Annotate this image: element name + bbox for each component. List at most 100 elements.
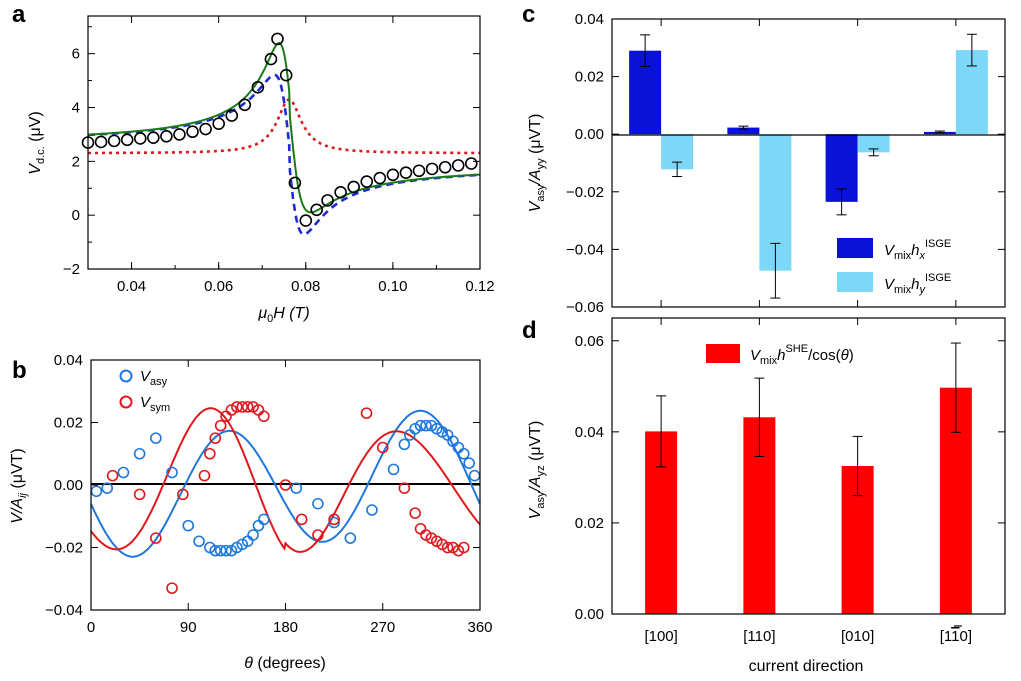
data-point-vsym <box>441 541 454 554</box>
x-tick-label-b: 0 <box>87 619 95 636</box>
legend-marker-vsym <box>119 395 133 409</box>
data-point-a <box>347 180 360 194</box>
x-tick-label-a: 0.08 <box>291 278 320 295</box>
data-point-vsym <box>328 513 340 526</box>
data-point-a <box>107 134 121 148</box>
panel-d-ylabel: Vasy/Ayz (μVT) <box>527 421 547 520</box>
y-tick-label-b: −0.02 <box>45 540 83 557</box>
panel-b-xlabel: θ (degrees) <box>244 655 326 672</box>
sym-fit-curve <box>90 407 481 553</box>
data-point-vasy <box>463 457 475 469</box>
panel-a-ylabel: Vd.c. (μV) <box>27 111 47 174</box>
panel-a-xlabel: μ0H (T) <box>257 305 309 325</box>
data-point-a <box>373 171 387 185</box>
data-point-a <box>238 98 252 112</box>
category-label: [110] <box>743 628 775 645</box>
data-point-vasy <box>457 447 470 460</box>
panel-b: 0 90 180 270 360 −0.04 −0.02 0.00 0.02 0.04 Vasy … <box>9 352 493 672</box>
data-point-vsym <box>409 507 421 519</box>
data-point-vasy <box>166 466 178 479</box>
panel-d-ticks: 0.00 0.02 0.04 0.06 <box>575 318 1005 623</box>
data-point-vsym <box>360 407 373 419</box>
data-point-a <box>412 164 426 178</box>
data-point-vsym <box>214 419 227 432</box>
bar-c-s1 <box>857 134 890 153</box>
data-point-a <box>271 32 284 46</box>
panel-c-ylabel: Vasy/Ayy (μVT) <box>527 114 547 213</box>
antisymmetric-curve <box>88 73 480 236</box>
data-point-vasy <box>214 544 227 557</box>
y-tick-label-a: 0 <box>72 207 80 224</box>
legend-label-she: VmixhSHE/cos(θ) <box>750 343 854 367</box>
data-point-vsym <box>398 482 411 494</box>
data-point-a <box>399 166 413 179</box>
data-point-vasy <box>252 519 265 532</box>
data-point-a <box>299 214 313 227</box>
data-point-a <box>173 128 186 141</box>
panel-label-d: d <box>522 317 537 344</box>
panel-a-frame <box>87 15 481 270</box>
y-tick-label-a: 4 <box>72 100 80 117</box>
data-point-vasy <box>220 544 232 557</box>
x-tick-label-a: 0.04 <box>117 278 146 295</box>
y-tick-label-a: −2 <box>63 261 80 278</box>
category-label: [110] <box>940 628 972 645</box>
panel-a: 0.04 0.06 0.08 0.10 0.12 −2 0 2 4 6 μ0H (T) Vd.c.… <box>27 15 495 325</box>
data-point-a <box>225 109 239 122</box>
data-point-vasy <box>193 535 205 548</box>
panel-d-bars <box>645 342 972 614</box>
x-tick-label-a: 0.12 <box>465 278 494 295</box>
data-point-vasy <box>387 463 400 476</box>
data-point-vasy <box>101 482 114 494</box>
panel-b-points <box>90 401 481 594</box>
data-point-vsym <box>166 582 178 594</box>
y-tick-label: 0.00 <box>575 606 604 623</box>
data-point-a <box>186 125 199 139</box>
panel-label-b: b <box>12 357 27 384</box>
data-point-vasy <box>398 438 411 451</box>
data-point-a <box>133 132 147 145</box>
y-tick-label-b: 0.02 <box>54 415 83 432</box>
data-point-vasy <box>182 519 195 532</box>
legend-label-hx: VmixhxISGE <box>884 238 951 262</box>
data-point-vsym <box>198 469 211 482</box>
fit-total-curve <box>88 42 480 214</box>
y-tick-label: 0.04 <box>575 11 604 28</box>
y-tick-label: −0.04 <box>566 241 604 258</box>
data-point-vasy <box>290 482 303 494</box>
y-tick-label-a: 2 <box>72 153 80 170</box>
data-point-a <box>451 159 465 172</box>
x-tick-label-a: 0.06 <box>204 278 233 295</box>
data-point-vsym <box>295 513 308 526</box>
y-tick-label-b: −0.04 <box>45 602 83 619</box>
panel-c-legend: VmixhxISGE VmixhyISGE <box>837 238 951 296</box>
panel-c-bars <box>629 33 988 299</box>
x-tick-label-b: 180 <box>273 619 298 636</box>
data-point-vsym <box>133 488 146 501</box>
legend-swatch-hx <box>837 238 873 258</box>
panel-d-frame <box>611 317 1006 615</box>
y-tick-label-a: 6 <box>72 46 80 63</box>
data-point-vasy <box>344 532 357 544</box>
y-tick-label: 0.02 <box>575 69 604 86</box>
y-tick-label: 0.04 <box>575 424 604 441</box>
x-tick-label-a: 0.10 <box>378 278 407 295</box>
data-point-vasy <box>468 469 481 482</box>
y-tick-label: 0.02 <box>575 515 604 532</box>
data-point-vasy <box>414 419 427 432</box>
x-tick-label-b: 360 <box>467 619 492 636</box>
y-tick-label: 0.00 <box>575 126 604 143</box>
data-point-a <box>334 185 347 199</box>
data-point-vsym <box>106 469 119 482</box>
panel-label-a: a <box>12 1 26 28</box>
y-tick-label-b: 0.04 <box>54 352 83 369</box>
panel-label-c: c <box>522 1 535 28</box>
data-point-vasy <box>366 504 378 516</box>
data-point-vsym <box>209 432 222 444</box>
legend-swatch-she <box>706 344 740 363</box>
category-label: [100] <box>644 628 677 645</box>
panel-d: 0.000.020.040.06 VmixhSHE/cos(θ) [100] [1… <box>527 317 1006 675</box>
panel-d-legend: VmixhSHE/cos(θ) <box>706 343 854 367</box>
data-point-a <box>199 122 212 136</box>
panel-c: −0.06 −0.04 −0.02 0.00 0.02 0.04 VmixhxISGE V… <box>527 11 1006 316</box>
